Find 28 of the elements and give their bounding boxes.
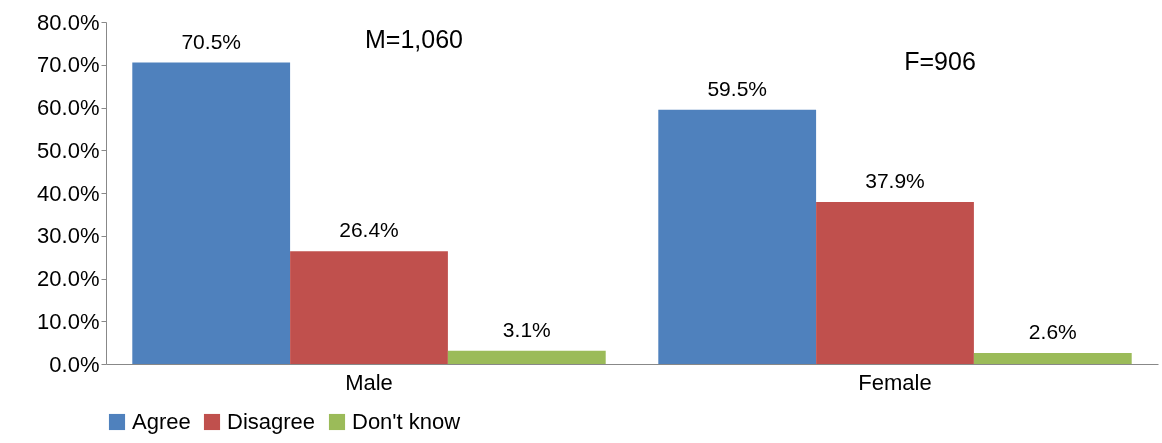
legend-label: Agree xyxy=(132,409,191,434)
annotation: M=1,060 xyxy=(365,25,463,53)
y-tick-label: 70.0% xyxy=(37,52,100,78)
x-tick-label: Female xyxy=(858,369,932,395)
y-tick-label: 40.0% xyxy=(37,180,100,206)
data-label: 26.4% xyxy=(339,218,399,242)
y-tick-label: 20.0% xyxy=(37,266,100,291)
y-tick-label: 80.0% xyxy=(37,9,100,35)
y-tick-label: 10.0% xyxy=(37,308,100,334)
data-label: 70.5% xyxy=(181,29,241,53)
x-tick-label: Male xyxy=(345,369,393,395)
data-label: 37.9% xyxy=(865,168,925,192)
bar xyxy=(816,201,974,364)
bar xyxy=(973,352,1132,364)
legend-label: Disagree xyxy=(227,409,316,434)
data-label: 2.6% xyxy=(1028,319,1077,343)
bar xyxy=(447,350,606,364)
bar xyxy=(132,62,291,364)
y-tick-label: 0.0% xyxy=(49,351,100,377)
y-tick-label: 50.0% xyxy=(37,137,100,163)
bar xyxy=(658,109,817,364)
annotation: F=906 xyxy=(904,47,976,75)
bar xyxy=(290,251,448,364)
legend-label: Don't know xyxy=(352,409,461,434)
y-tick-label: 30.0% xyxy=(37,223,100,249)
y-tick-label: 60.0% xyxy=(37,95,100,120)
data-label: 59.5% xyxy=(707,76,767,100)
data-label: 3.1% xyxy=(502,317,551,341)
